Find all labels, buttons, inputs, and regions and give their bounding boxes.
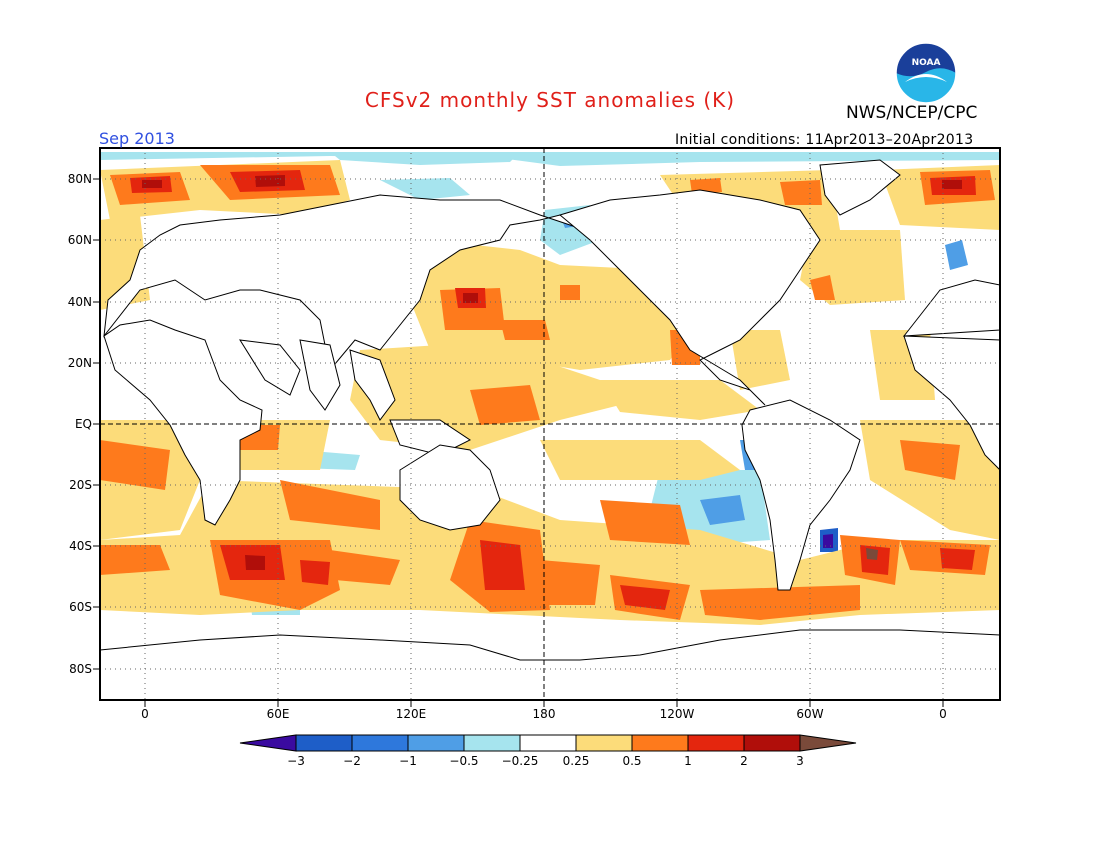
valid-period: Sep 2013: [99, 129, 175, 148]
colorbar-swatch: [575, 734, 633, 752]
reference-lines: [100, 148, 1000, 700]
lon-label: 120E: [396, 707, 427, 721]
colorbar-swatch: [239, 734, 297, 752]
anomaly-strong-positive-areas: [130, 170, 976, 610]
logo-text: NOAA: [912, 58, 941, 68]
lat-label: 60S: [69, 600, 92, 614]
latitude-labels: 80N 60N 40N 20N EQ 20S 40S 60S 80S: [68, 172, 92, 676]
colorbar-swatch: [743, 734, 801, 752]
colorbar-label: 3: [796, 754, 804, 768]
lat-label: 40S: [69, 539, 92, 553]
colorbar-label: −2: [343, 754, 361, 768]
colorbar-swatch: [407, 734, 465, 752]
lon-label: 60W: [796, 707, 823, 721]
chart-title: CFSv2 monthly SST anomalies (K): [364, 88, 736, 112]
agency-label: NWS/NCEP/CPC: [846, 103, 978, 123]
initial-conditions: Initial conditions: 11Apr2013–20Apr2013: [675, 132, 974, 148]
colorbar-swatch: [799, 734, 857, 752]
lat-label: 80N: [68, 172, 92, 186]
lat-label: EQ: [75, 417, 92, 431]
lat-label: 20S: [69, 478, 92, 492]
colorbar-label: 0.25: [563, 754, 590, 768]
colorbar-label: −0.5: [449, 754, 478, 768]
coastlines: [100, 159, 1000, 700]
lat-label: 60N: [68, 233, 92, 247]
colorbar-label: 0.5: [622, 754, 641, 768]
longitude-labels: 0 60E 120E 180 120W 60W 0: [141, 707, 947, 721]
lon-label: 120W: [660, 707, 695, 721]
noaa-logo: NOAA: [895, 42, 957, 104]
colorbar-labels: −3 −2 −1 −0.5 −0.25 0.25 0.5 1 2 3: [287, 754, 804, 768]
sst-map: [100, 148, 1000, 700]
colorbar-swatch: [295, 734, 353, 752]
colorbar-swatch: [463, 734, 521, 752]
lat-label: 80S: [69, 662, 92, 676]
colorbar-label: 1: [684, 754, 692, 768]
colorbar: [239, 734, 857, 752]
lon-label: 180: [533, 707, 556, 721]
lon-label: 0: [141, 707, 149, 721]
colorbar-label: −3: [287, 754, 305, 768]
lat-label: 40N: [68, 295, 92, 309]
lon-label: 60E: [267, 707, 290, 721]
colorbar-swatch: [351, 734, 409, 752]
colorbar-swatch: [519, 734, 577, 752]
colorbar-swatch: [631, 734, 689, 752]
lat-label: 20N: [68, 356, 92, 370]
colorbar-label: −1: [399, 754, 417, 768]
axis-ticks: [93, 178, 944, 707]
graticule: [100, 148, 1000, 700]
colorbar-label: −0.25: [502, 754, 539, 768]
colorbar-swatch: [687, 734, 745, 752]
lon-label: 0: [939, 707, 947, 721]
colorbar-label: 2: [740, 754, 748, 768]
